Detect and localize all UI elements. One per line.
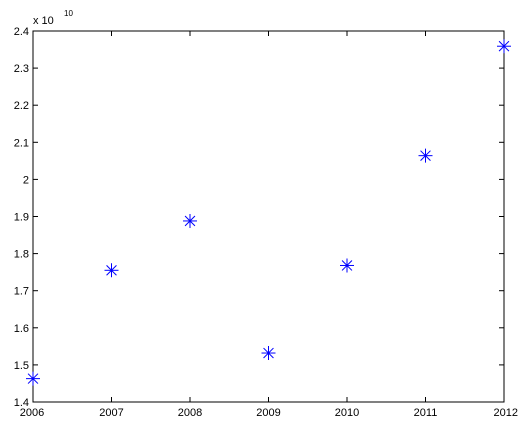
y-tick-label: 2.1	[14, 137, 29, 149]
y-tick-label: 2.3	[14, 63, 29, 75]
data-point	[104, 263, 119, 278]
y-axis: 1.4 1.5 1.6 1.7 1.8 1.9 2 2.1 2.2 2.3 2.4	[14, 26, 504, 409]
plot-area	[32, 30, 505, 403]
data-point	[261, 346, 276, 361]
data-series	[26, 39, 511, 386]
x-tick-label: 2009	[256, 407, 280, 419]
y-tick-label: 1.4	[14, 397, 29, 409]
exponent-base-label: x 10	[33, 15, 54, 27]
y-tick-label: 1.5	[14, 360, 29, 372]
data-point	[418, 148, 433, 163]
x-tick-label: 2007	[99, 407, 123, 419]
exponent-power-label: 10	[64, 9, 73, 18]
y-tick-label: 1.6	[14, 323, 29, 335]
data-point	[497, 39, 511, 54]
data-point	[26, 371, 40, 386]
y-tick-label: 1.9	[14, 212, 29, 224]
x-tick-label: 2006	[20, 407, 44, 419]
y-tick-label: 2.2	[14, 100, 29, 112]
x-tick-label: 2010	[335, 407, 359, 419]
y-tick-label: 2	[23, 174, 29, 186]
data-point	[183, 213, 197, 228]
x-axis: 2006 2007 2008 2009 2010 2011 2012	[20, 31, 518, 419]
y-tick-label: 1.7	[14, 286, 29, 298]
x-tick-label: 2011	[414, 407, 438, 419]
x-tick-label: 2008	[178, 407, 202, 419]
y-tick-label: 2.4	[14, 26, 29, 38]
x-tick-label: 2012	[494, 407, 518, 419]
y-tick-label: 1.8	[14, 249, 29, 261]
data-point	[340, 258, 354, 273]
